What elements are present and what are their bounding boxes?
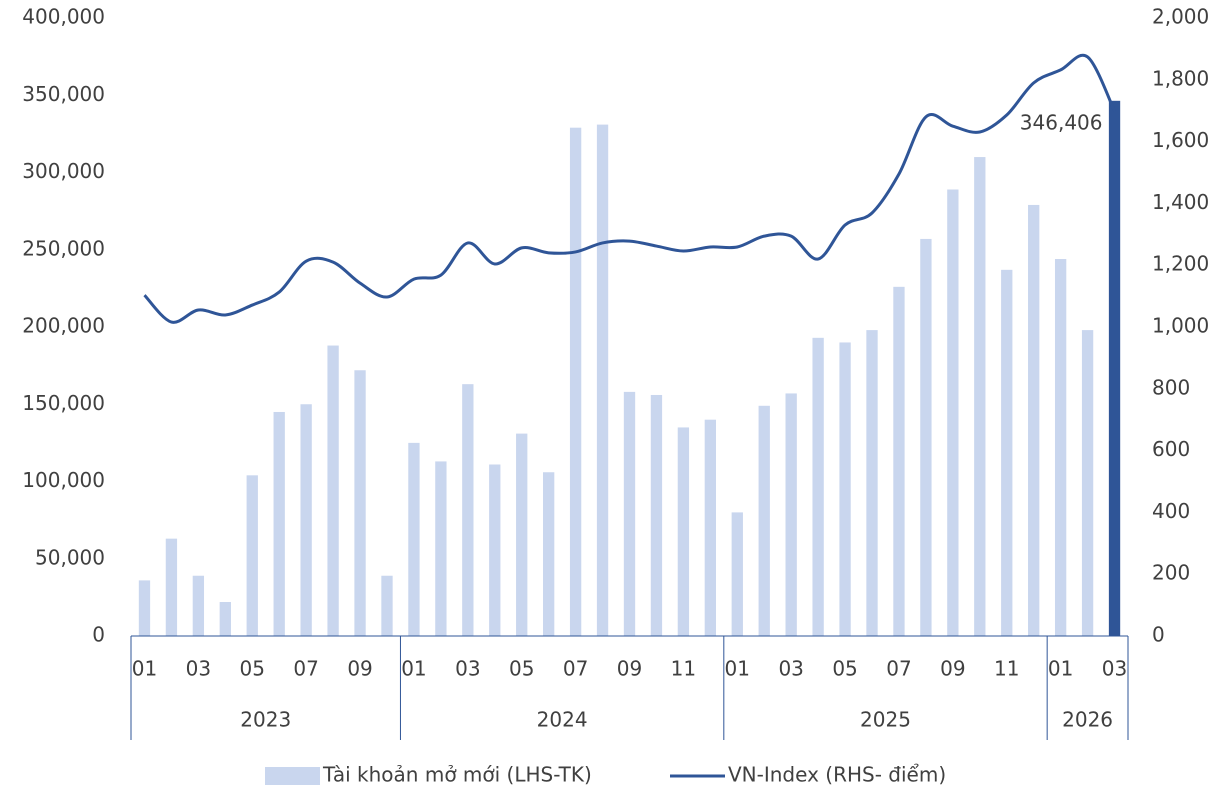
x-tick-label: 07	[563, 657, 588, 681]
group-label: 2025	[860, 708, 911, 732]
x-tick-label: 11	[671, 657, 696, 681]
y-tick-label: 0	[92, 623, 105, 647]
bar	[704, 419, 716, 636]
x-tick-label: 03	[1102, 657, 1127, 681]
x-tick-label: 05	[832, 657, 857, 681]
bar	[165, 538, 178, 636]
x-tick-label: 01	[1048, 657, 1073, 681]
y-tick-label: 300,000	[22, 159, 105, 183]
y-tick-label: 200,000	[22, 314, 105, 338]
bar	[974, 157, 986, 637]
x-tick-label: 03	[778, 657, 803, 681]
bar	[569, 127, 582, 636]
x-tick-label: 09	[617, 657, 642, 681]
legend-label: VN-Index (RHS- điểm)	[728, 763, 946, 787]
bar	[543, 472, 555, 636]
y2-tick-label: 0	[1152, 623, 1165, 647]
x-tick-label: 07	[886, 657, 911, 681]
bar	[408, 442, 420, 636]
bar	[947, 189, 959, 636]
bar	[758, 405, 770, 636]
y2-tick-label: 1,600	[1152, 128, 1209, 152]
y2-tick-label: 1,800	[1152, 66, 1209, 90]
bar	[1028, 204, 1040, 636]
bar	[516, 433, 528, 636]
bar	[327, 345, 339, 636]
y2-tick-label: 1,400	[1152, 190, 1209, 214]
bar	[731, 512, 743, 636]
bar	[1108, 100, 1121, 636]
y-tick-label: 100,000	[22, 468, 105, 492]
line	[143, 53, 1116, 324]
y-tick-label: 400,000	[22, 5, 105, 29]
bar	[219, 602, 231, 636]
group-label: 2024	[537, 708, 588, 732]
bar	[839, 342, 851, 636]
bar	[246, 475, 258, 636]
bar	[623, 391, 636, 636]
bar	[650, 394, 663, 636]
x-tick-label: 05	[509, 657, 534, 681]
legend-swatch	[265, 767, 320, 785]
bar	[462, 384, 474, 636]
bar	[138, 580, 151, 636]
bar	[920, 238, 932, 636]
bar	[812, 337, 824, 636]
bar	[893, 286, 905, 636]
x-tick-label: 09	[347, 657, 372, 681]
bar	[1001, 269, 1013, 636]
bar	[381, 575, 393, 636]
y-tick-label: 50,000	[35, 545, 105, 569]
bar	[596, 124, 609, 636]
bar	[192, 575, 205, 636]
x-tick-label: 11	[994, 657, 1019, 681]
x-tick-label: 01	[401, 657, 426, 681]
bar	[785, 393, 797, 636]
bar	[866, 330, 878, 636]
x-tick-label: 07	[293, 657, 318, 681]
y2-tick-label: 800	[1152, 375, 1190, 399]
y2-tick-label: 200	[1152, 561, 1190, 585]
data-label: 346,406	[1020, 110, 1103, 134]
bar	[489, 464, 501, 636]
y2-tick-label: 1,200	[1152, 252, 1209, 276]
y-tick-label: 250,000	[22, 236, 105, 260]
x-tick-label: 09	[940, 657, 965, 681]
x-tick-label: 01	[725, 657, 750, 681]
y2-tick-label: 600	[1152, 437, 1190, 461]
x-tick-label: 05	[240, 657, 265, 681]
x-tick-label: 03	[455, 657, 480, 681]
y2-tick-label: 1,000	[1152, 314, 1209, 338]
y-tick-label: 150,000	[22, 391, 105, 415]
y-tick-label: 350,000	[22, 82, 105, 106]
group-label: 2023	[240, 708, 291, 732]
x-tick-label: 03	[186, 657, 211, 681]
bar	[677, 427, 690, 636]
group-label: 2026	[1062, 708, 1113, 732]
bar	[354, 370, 366, 636]
bar	[435, 461, 447, 636]
y2-tick-label: 400	[1152, 499, 1190, 523]
legend-label: Tài khoản mở mới (LHS-TK)	[322, 763, 592, 787]
bar	[1054, 259, 1067, 636]
bar	[1081, 330, 1094, 636]
y2-tick-label: 2,000	[1152, 5, 1209, 29]
x-tick-label: 01	[132, 657, 157, 681]
bar	[300, 404, 312, 636]
bar	[273, 411, 285, 636]
